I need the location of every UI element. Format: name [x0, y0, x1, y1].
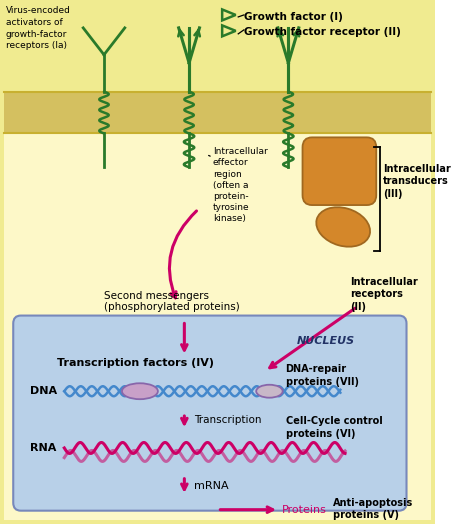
Text: DNA-repair
proteins (VII): DNA-repair proteins (VII): [285, 365, 358, 387]
Ellipse shape: [316, 207, 369, 247]
Text: Virus-encoded
activators of
growth-factor
receptors (Ia): Virus-encoded activators of growth-facto…: [6, 6, 70, 50]
Ellipse shape: [256, 385, 282, 398]
Text: Proteins: Proteins: [281, 504, 326, 514]
Text: mRNA: mRNA: [193, 481, 228, 491]
Bar: [4, 92, 430, 134]
Bar: [4, 134, 430, 520]
Text: Second messengers
(phosphorylated proteins): Second messengers (phosphorylated protei…: [104, 291, 239, 312]
Text: Intracellular
transducers
(III): Intracellular transducers (III): [382, 164, 450, 199]
Text: NUCLEUS: NUCLEUS: [297, 337, 354, 347]
Text: Growth factor receptor (II): Growth factor receptor (II): [243, 27, 400, 37]
FancyBboxPatch shape: [302, 137, 375, 205]
Text: Intracellular
receptors
(II): Intracellular receptors (II): [349, 277, 417, 311]
Text: RNA: RNA: [30, 443, 56, 453]
Text: Intracellular
effector
region
(often a
protein-
tyrosine
kinase): Intracellular effector region (often a p…: [212, 147, 267, 223]
Text: Cell-Cycle control
proteins (VI): Cell-Cycle control proteins (VI): [285, 416, 381, 439]
Text: Growth factor (I): Growth factor (I): [243, 12, 342, 22]
Text: Transcription: Transcription: [193, 415, 261, 425]
Text: Anti-apoptosis
proteins (V): Anti-apoptosis proteins (V): [332, 498, 412, 520]
FancyBboxPatch shape: [0, 0, 442, 526]
Text: Transcription factors (IV): Transcription factors (IV): [56, 358, 213, 368]
FancyBboxPatch shape: [13, 316, 406, 511]
Text: DNA: DNA: [30, 386, 57, 396]
Ellipse shape: [122, 383, 157, 399]
